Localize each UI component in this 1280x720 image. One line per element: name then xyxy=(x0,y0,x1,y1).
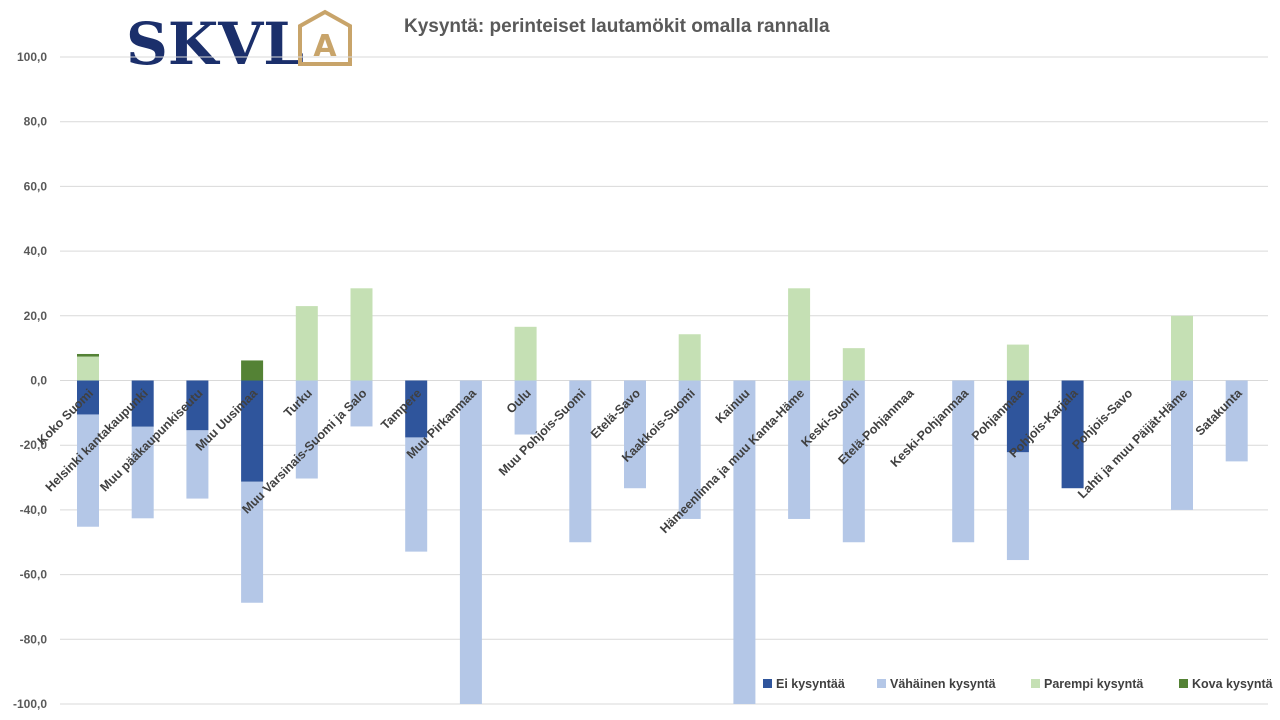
legend-swatch xyxy=(877,679,886,688)
bar-segment xyxy=(241,380,264,482)
legend-item: Vähäinen kysyntä xyxy=(877,677,996,691)
bar-segment xyxy=(1061,380,1084,489)
logo: SKVL A xyxy=(126,9,352,78)
bar-segment xyxy=(569,380,592,543)
bar-segment xyxy=(77,356,99,381)
bar-segment xyxy=(1006,344,1029,381)
y-tick-label: -80,0 xyxy=(20,632,48,646)
logo-badge-letter: A xyxy=(313,29,337,64)
bar-segment xyxy=(241,481,264,603)
bar-segment xyxy=(295,306,318,381)
bar-segment xyxy=(459,380,482,704)
bar-segment xyxy=(77,380,99,415)
logo-text: SKVL xyxy=(126,10,304,78)
bar-segment xyxy=(514,380,537,435)
bar-segment xyxy=(1006,380,1029,453)
bar-segment xyxy=(350,380,373,427)
y-axis-ticks: 100,0 80,0 60,0 40,0 20,0 0,0 -20,0 -40,0 -60,0 -… xyxy=(13,50,47,711)
bar-segment xyxy=(678,334,701,381)
chart-title: Kysyntä: perinteiset lautamökit omalla r… xyxy=(404,16,830,37)
bar-segment xyxy=(405,380,428,438)
bar-segment xyxy=(1225,380,1248,462)
legend-swatch xyxy=(763,679,772,688)
y-tick-label: 100,0 xyxy=(17,50,47,64)
y-tick-label: -40,0 xyxy=(20,503,48,517)
logo-badge-icon: A xyxy=(298,9,352,66)
y-tick-label: -60,0 xyxy=(20,568,48,582)
bar-segment xyxy=(788,288,811,381)
bar-segment xyxy=(295,380,318,479)
bar-segment xyxy=(1171,380,1193,510)
bar-segment xyxy=(624,380,646,489)
bar-segment xyxy=(952,380,975,543)
legend: Ei kysyntää Vähäinen kysyntä Parempi kysyn… xyxy=(763,677,1273,691)
bar-segment xyxy=(1006,452,1029,561)
legend-label: Kova kysyntä xyxy=(1192,677,1273,691)
legend-label: Ei kysyntää xyxy=(776,677,845,691)
bar-segment xyxy=(241,360,264,381)
bar-segment xyxy=(733,380,756,704)
bar-segment xyxy=(186,380,209,431)
legend-label: Vähäinen kysyntä xyxy=(890,677,996,691)
y-tick-label: 40,0 xyxy=(24,244,48,258)
y-tick-label: -20,0 xyxy=(20,438,48,452)
legend-item: Kova kysyntä xyxy=(1179,677,1273,691)
legend-label: Parempi kysyntä xyxy=(1044,677,1143,691)
bar-segment xyxy=(514,326,537,381)
y-tick-label: 60,0 xyxy=(24,179,48,193)
bar-segment xyxy=(77,353,99,357)
bar-segment xyxy=(131,426,154,519)
y-tick-label: -100,0 xyxy=(13,697,47,711)
bar-segment xyxy=(350,288,373,381)
bar-segment xyxy=(678,380,701,519)
bars xyxy=(77,288,1248,704)
bar-segment xyxy=(77,414,99,527)
legend-swatch xyxy=(1031,679,1040,688)
bar-segment xyxy=(842,380,865,543)
y-tick-label: 0,0 xyxy=(30,374,47,388)
legend-swatch xyxy=(1179,679,1188,688)
bar-segment xyxy=(405,437,428,552)
y-tick-label: 20,0 xyxy=(24,309,48,323)
legend-item: Ei kysyntää xyxy=(763,677,845,691)
bar-segment xyxy=(1171,315,1193,381)
bar-segment xyxy=(186,430,209,499)
bar-segment xyxy=(842,348,865,381)
bar-segment xyxy=(131,380,154,427)
bar-segment xyxy=(788,380,811,519)
legend-item: Parempi kysyntä xyxy=(1031,677,1143,691)
y-tick-label: 80,0 xyxy=(24,115,48,129)
